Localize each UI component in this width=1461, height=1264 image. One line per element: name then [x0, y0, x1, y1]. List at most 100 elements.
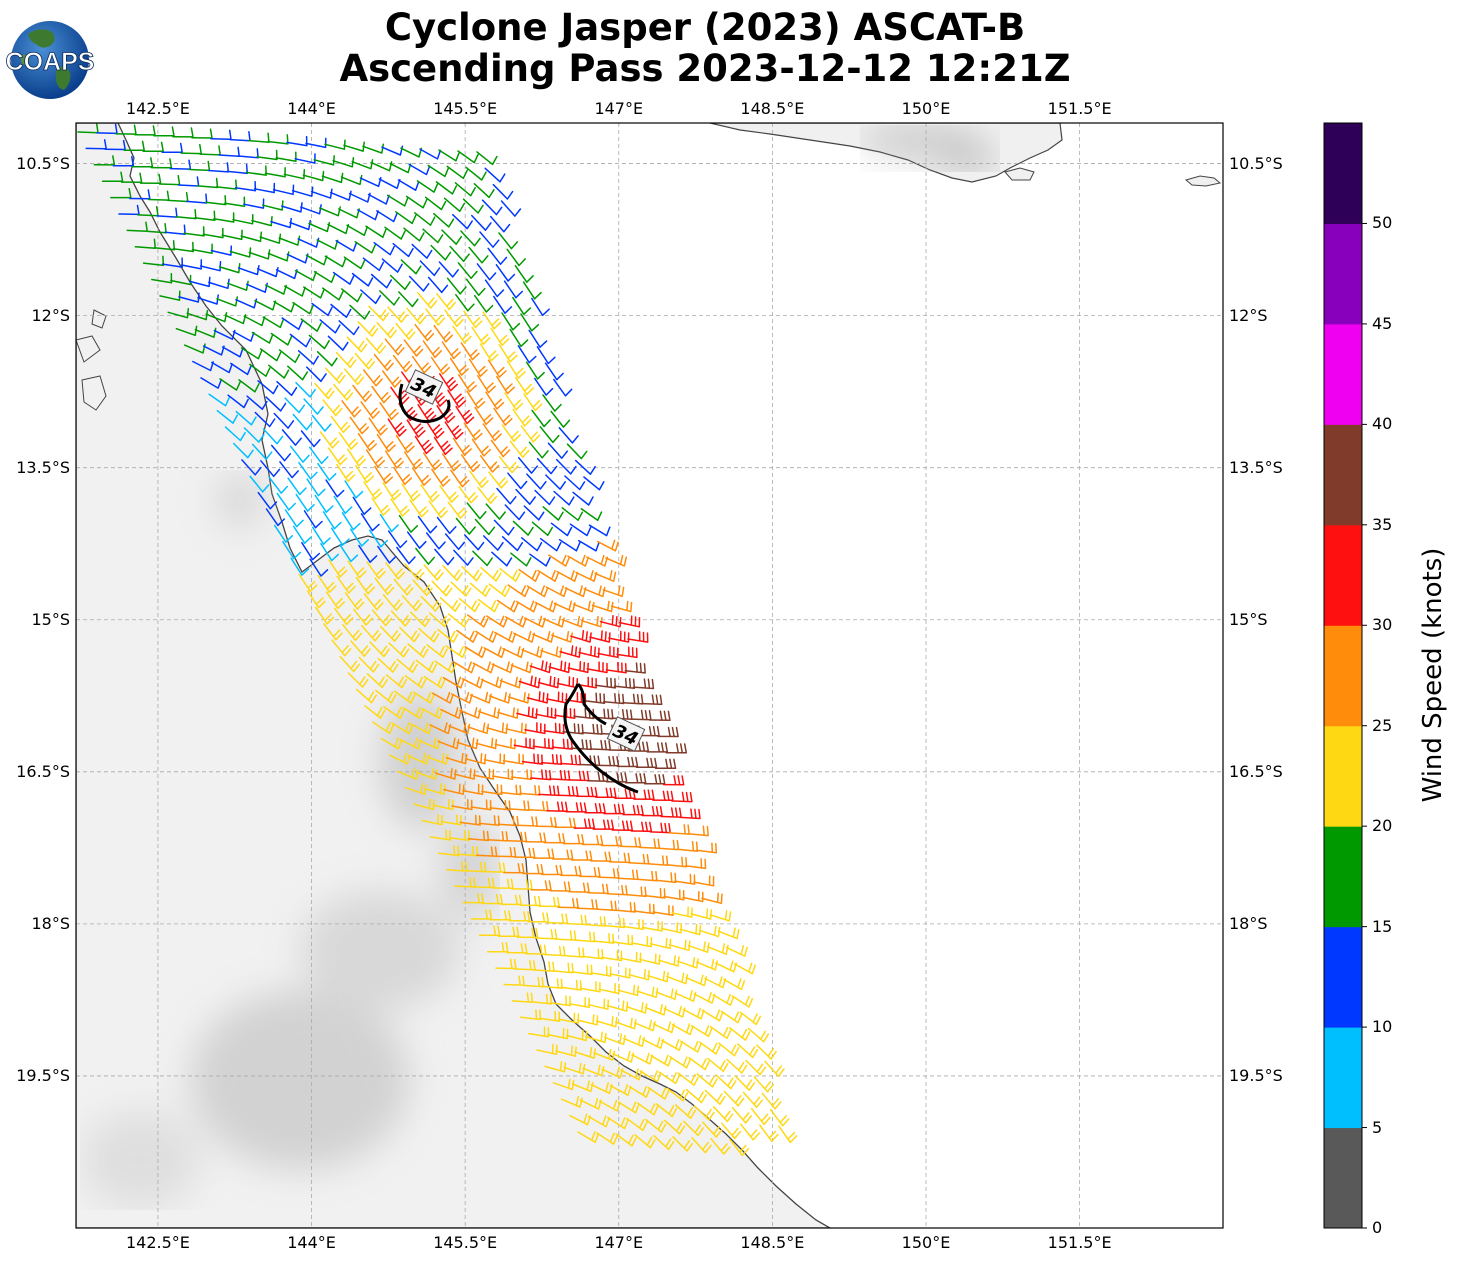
- wind-barb: [298, 573, 318, 593]
- wind-barb: [428, 500, 448, 519]
- wind-barb: [392, 242, 414, 258]
- wind-barb: [490, 215, 511, 233]
- wind-barb: [610, 600, 633, 613]
- wind-barb: [362, 143, 385, 154]
- wind-barb: [671, 791, 693, 803]
- wind-barb: [593, 1048, 616, 1061]
- wind-barb: [199, 260, 222, 272]
- wind-barb: [680, 1040, 702, 1053]
- wind-barb: [634, 1134, 656, 1149]
- wind-barb: [608, 852, 631, 864]
- wind-barb: [424, 196, 447, 211]
- wind-barb: [230, 362, 252, 376]
- wind-barb: [403, 227, 425, 242]
- wind-barb: [739, 1011, 762, 1026]
- wind-barb: [403, 451, 423, 470]
- wind-barb: [619, 837, 642, 848]
- wind-barb: [583, 476, 605, 491]
- wind-barb: [687, 825, 709, 837]
- wind-barb: [661, 1038, 683, 1051]
- wind-barb: [496, 487, 517, 505]
- wind-barb: [371, 609, 393, 627]
- wind-barb: [630, 821, 653, 833]
- wind-barb: [671, 1023, 694, 1036]
- wind-barb: [485, 503, 506, 520]
- wind-barb: [170, 274, 192, 286]
- wind-barb: [276, 492, 296, 511]
- wind-barb: [341, 400, 362, 418]
- wind-barb: [479, 343, 499, 362]
- wind-barb: [569, 523, 592, 537]
- wind-barb: [123, 140, 145, 152]
- wind-barb: [553, 378, 573, 397]
- wind-barb: [232, 442, 254, 459]
- wind-barb: [335, 351, 357, 369]
- chart-title-line1: Cyclone Jasper (2023) ASCAT-B: [384, 6, 1026, 49]
- wind-barb: [196, 177, 219, 189]
- wind-barb: [526, 473, 547, 490]
- wind-barb: [338, 432, 359, 450]
- wind-barb: [497, 815, 519, 827]
- wind-barb: [314, 606, 335, 625]
- wind-barb: [594, 570, 617, 582]
- wind-barb: [712, 993, 735, 1006]
- wind-barb: [658, 1071, 681, 1085]
- wind-barb: [624, 773, 647, 784]
- wind-barb: [442, 565, 463, 582]
- wind-barb: [420, 595, 442, 612]
- wind-barb: [322, 399, 343, 417]
- wind-barb: [330, 303, 352, 318]
- wind-barb: [657, 839, 680, 851]
- wind-barb: [504, 392, 524, 411]
- colorbar-segment: [1324, 223, 1362, 325]
- wind-barb: [377, 545, 397, 564]
- wind-barb: [419, 260, 441, 277]
- wind-barb: [662, 775, 685, 786]
- wind-barb: [596, 539, 619, 552]
- wind-barb: [723, 978, 746, 991]
- wind-barb: [580, 508, 603, 522]
- lon-tick-label-top: 142.5°E: [125, 99, 190, 118]
- lon-tick-label-bottom: 150°E: [901, 1233, 951, 1252]
- lon-tick-label-bottom: 147°E: [594, 1233, 644, 1252]
- wind-barb: [272, 184, 295, 196]
- wind-barb: [387, 530, 408, 549]
- wind-barb: [452, 437, 472, 456]
- wind-barb: [327, 335, 349, 351]
- wind-barb: [270, 444, 292, 462]
- colorbar-segment: [1324, 323, 1362, 425]
- wind-barb: [363, 369, 383, 387]
- wind-barb: [578, 645, 600, 658]
- wind-barb: [587, 883, 609, 895]
- wind-barb: [319, 431, 340, 449]
- lon-tick-label-bottom: 145.5°E: [433, 1233, 498, 1252]
- wind-barb: [322, 287, 344, 301]
- wind-barb: [492, 878, 514, 889]
- wind-barb: [300, 430, 321, 448]
- wind-barb: [512, 296, 532, 316]
- wind-barb: [479, 455, 500, 473]
- wind-barb: [306, 590, 326, 609]
- wind-barb: [531, 521, 554, 537]
- wind-barb: [615, 1133, 637, 1147]
- wind-barb: [654, 758, 677, 770]
- wind-barb: [298, 461, 318, 480]
- wind-barb: [363, 481, 383, 500]
- wind-barb: [761, 1092, 782, 1110]
- wind-barb: [598, 982, 620, 995]
- wind-barb: [396, 546, 416, 565]
- wind-barb: [344, 480, 364, 499]
- wind-barb: [365, 337, 386, 354]
- wind-barb: [554, 817, 577, 829]
- wind-barb: [137, 206, 159, 217]
- wind-barb: [390, 386, 410, 405]
- wind-barb: [501, 312, 521, 331]
- wind-barb: [456, 845, 479, 857]
- wind-barb: [395, 434, 415, 454]
- wind-barb: [604, 1033, 626, 1046]
- wind-barb: [517, 456, 539, 474]
- wind-barb: [333, 495, 353, 515]
- wind-barb: [297, 350, 319, 365]
- wind-barb: [425, 308, 446, 326]
- wind-barb: [294, 153, 316, 164]
